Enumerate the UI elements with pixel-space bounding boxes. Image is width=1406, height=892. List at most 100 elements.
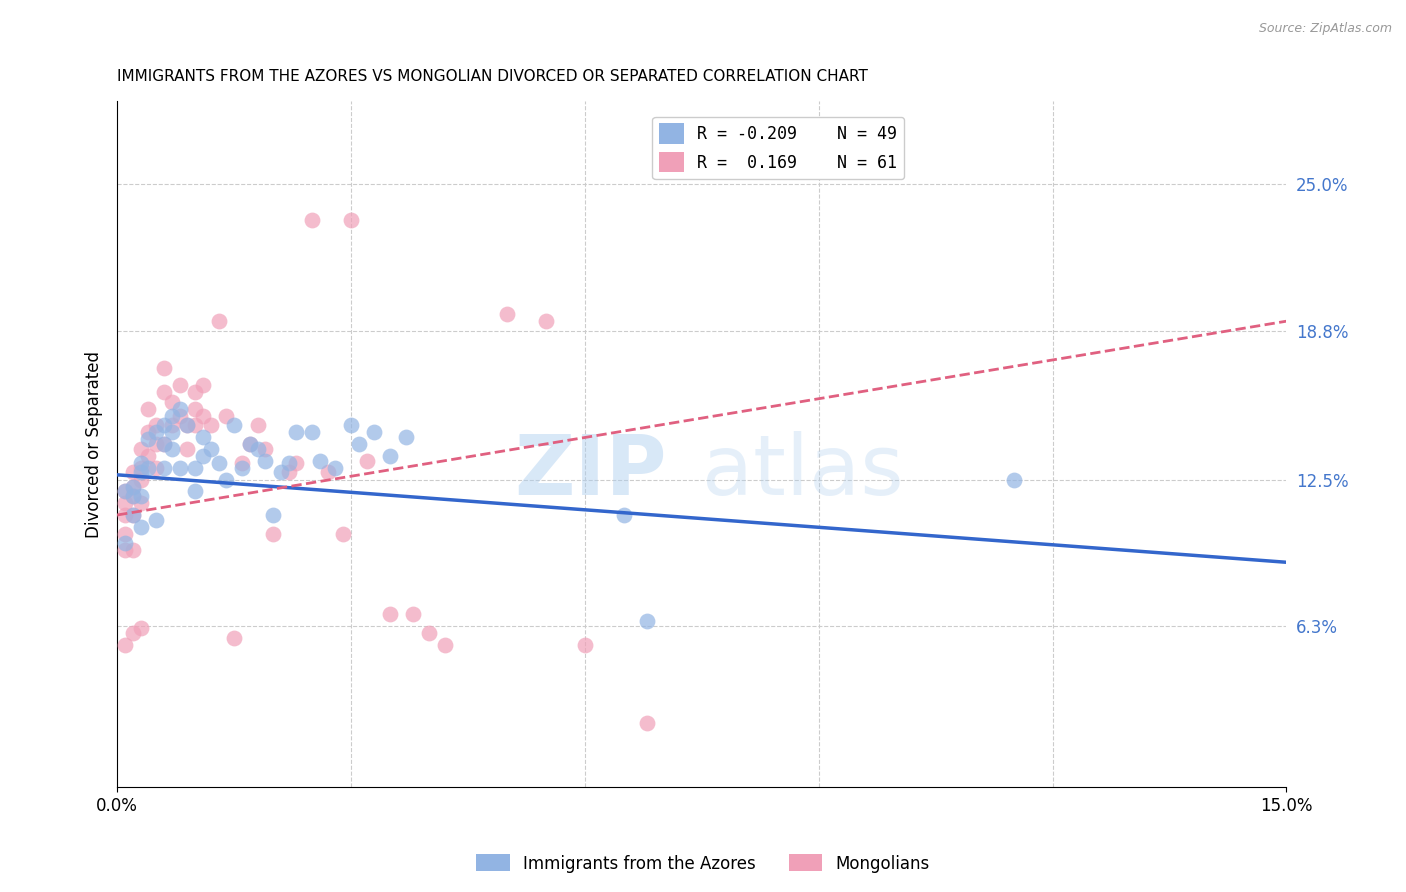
Point [394,430,416,444]
Point [285,425,308,440]
Point [160,409,183,423]
Point [153,437,176,451]
Point [239,437,262,451]
Point [231,456,253,470]
Point [254,442,277,456]
Point [332,527,354,541]
Y-axis label: Divorced or Separated: Divorced or Separated [86,351,103,538]
Point [285,456,308,470]
Point [153,460,176,475]
Legend: R = -0.209    N = 49, R =  0.169    N = 61: R = -0.209 N = 49, R = 0.169 N = 61 [652,117,904,179]
Point [378,607,401,622]
Point [121,489,143,503]
Point [153,361,176,376]
Point [129,456,152,470]
Point [301,425,323,440]
Point [239,437,262,451]
Point [129,489,152,503]
Point [114,527,136,541]
Point [176,418,198,433]
Point [301,212,323,227]
Point [176,418,198,433]
Point [200,418,222,433]
Point [160,394,183,409]
Point [262,527,284,541]
Point [1002,473,1025,487]
Point [574,638,596,652]
Point [114,638,136,652]
Point [246,442,269,456]
Point [496,307,519,321]
Point [129,442,152,456]
Point [121,466,143,480]
Point [613,508,636,522]
Point [153,437,176,451]
Point [636,615,658,629]
Point [433,638,456,652]
Point [231,460,253,475]
Point [308,453,330,467]
Point [363,425,385,440]
Point [418,626,440,640]
Point [145,460,167,475]
Point [191,430,214,444]
Point [129,496,152,510]
Point [378,449,401,463]
Point [121,489,143,503]
Point [160,418,183,433]
Point [207,456,229,470]
Point [138,433,160,447]
Point [138,460,160,475]
Point [224,631,246,645]
Point [121,480,143,494]
Point [191,378,214,392]
Legend: Immigrants from the Azores, Mongolians: Immigrants from the Azores, Mongolians [470,847,936,880]
Point [153,385,176,400]
Point [356,453,378,467]
Point [215,473,238,487]
Text: ZIP: ZIP [515,431,666,512]
Point [121,543,143,558]
Point [160,425,183,440]
Point [114,496,136,510]
Point [138,401,160,416]
Point [262,508,284,522]
Point [169,378,191,392]
Point [169,401,191,416]
Point [340,418,363,433]
Point [191,409,214,423]
Point [129,466,152,480]
Point [169,460,191,475]
Point [200,442,222,456]
Point [636,716,658,731]
Point [176,442,198,456]
Point [254,453,277,467]
Point [114,536,136,550]
Point [347,437,370,451]
Point [277,466,299,480]
Point [207,314,229,328]
Point [534,314,557,328]
Point [316,466,339,480]
Point [138,425,160,440]
Point [129,473,152,487]
Point [129,520,152,534]
Point [184,401,207,416]
Point [340,212,363,227]
Point [169,409,191,423]
Point [114,543,136,558]
Point [114,508,136,522]
Point [138,449,160,463]
Point [277,456,299,470]
Point [121,626,143,640]
Point [114,484,136,499]
Point [145,437,167,451]
Text: atlas: atlas [702,431,904,512]
Point [184,418,207,433]
Point [129,460,152,475]
Point [270,466,292,480]
Point [184,460,207,475]
Point [224,418,246,433]
Point [153,418,176,433]
Point [129,622,152,636]
